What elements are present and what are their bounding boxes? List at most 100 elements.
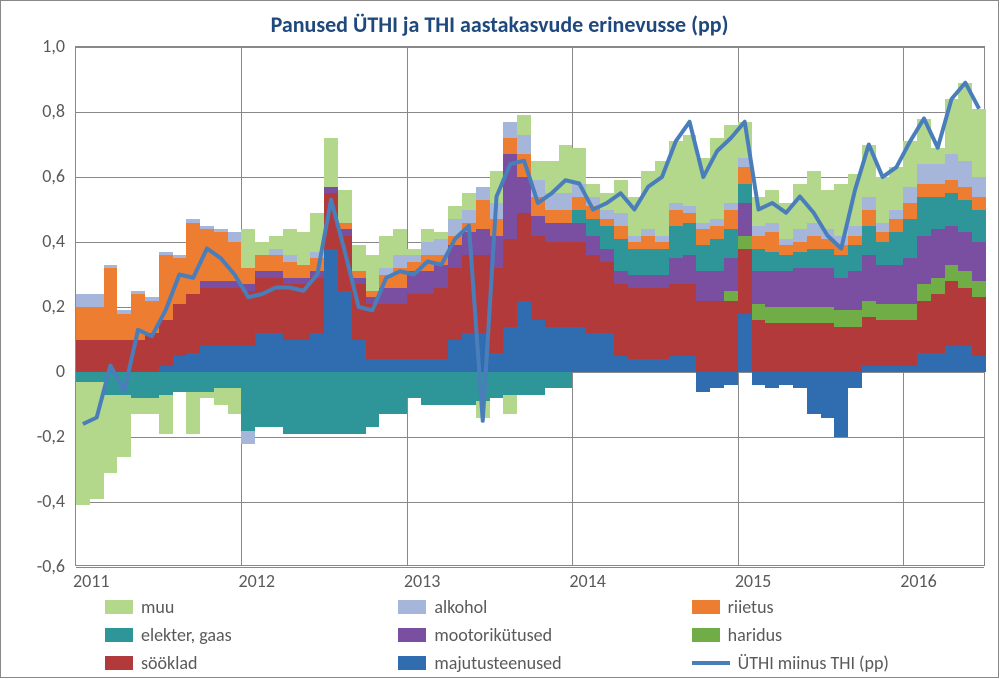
bar-mootorikutused [366,297,380,304]
gridline-h [76,567,984,568]
bar-alkohol [724,203,738,210]
legend-swatch [105,656,133,670]
bar-elekter_gaas [490,372,504,398]
bar-muu [324,138,338,187]
bar-mootorikutused [807,268,821,307]
bar-sooklad [738,249,752,314]
bar-muu [945,99,959,154]
bar-muu [131,398,145,414]
bar-riietus [448,236,462,246]
bar-elekter_gaas [407,372,421,398]
bar-elekter_gaas [338,372,352,434]
bar-sooklad [104,340,118,373]
bar-majutusteenused [462,333,476,372]
bar-alkohol [655,236,669,243]
y-tick-label: 0,2 [1,295,65,317]
bar-majutusteenused [352,340,366,373]
bar-majutusteenused [531,320,545,372]
bar-majutusteenused [297,340,311,373]
bar-sooklad [807,323,821,372]
bar-mootorikutused [683,255,697,284]
bar-elekter_gaas [145,372,159,398]
bar-riietus [600,219,614,226]
bar-majutusteenused [917,353,931,373]
bar-majutusteenused [931,353,945,373]
bar-alkohol [117,310,131,313]
bar-muu [696,158,710,223]
legend: muualkoholriietuselekter, gaasmootoriküt… [105,596,985,674]
bar-muu [903,141,917,187]
y-tick-label: 0,8 [1,100,65,122]
bar-haridus [862,301,876,317]
bar-majutusteenused [628,359,642,372]
legend-item-riietus: riietus [692,596,985,618]
bar-majutusteenused [848,372,862,388]
bar-sooklad [917,301,931,353]
legend-swatch [398,600,426,614]
bar-alkohol [173,255,187,258]
bar-sooklad [903,320,917,366]
bar-mootorikutused [931,229,945,278]
bar-riietus [586,206,600,219]
bar-sooklad [696,301,710,373]
bar-riietus [752,236,766,249]
bar-mootorikutused [310,271,324,278]
bar-haridus [834,310,848,326]
bar-riietus [104,268,118,340]
bar-sooklad [503,239,517,327]
bar-alkohol [834,236,848,246]
bar-sooklad [200,288,214,347]
bar-muu [600,193,614,209]
bar-muu [586,184,600,197]
bar-mootorikutused [614,271,628,284]
plot-area [75,46,985,566]
bar-muu [228,388,242,414]
bar-muu [338,190,352,223]
bar-elekter_gaas [600,226,614,249]
bar-mootorikutused [848,271,862,310]
bar-haridus [807,307,821,323]
bar-haridus [876,304,890,320]
bar-elekter_gaas [917,197,931,236]
bar-mootorikutused [379,288,393,304]
bar-elekter_gaas [76,372,90,382]
bar-muu [200,392,214,399]
bar-haridus [738,236,752,249]
bar-mootorikutused [765,271,779,307]
bar-sooklad [848,327,862,373]
bar-riietus [889,219,903,232]
bar-mootorikutused [738,203,752,236]
bar-majutusteenused [393,359,407,372]
bar-elekter_gaas [531,372,545,395]
bar-sooklad [297,284,311,339]
bar-riietus [186,223,200,295]
bar-elekter_gaas [434,372,448,405]
bar-elekter_gaas [696,245,710,271]
bar-majutusteenused [958,346,972,372]
bar-alkohol [958,161,972,187]
bar-muu [848,174,862,226]
bar-muu [545,161,559,194]
bar-muu [517,115,531,135]
bar-riietus [531,197,545,217]
bar-alkohol [862,197,876,210]
y-tick-label: 0,4 [1,230,65,252]
bar-haridus [779,307,793,323]
bar-elekter_gaas [848,245,862,271]
bar-haridus [958,271,972,287]
y-tick-label: 0,6 [1,165,65,187]
bar-elekter_gaas [862,226,876,255]
bar-mootorikutused [945,226,959,265]
bar-sooklad [655,288,669,360]
bar-muu [310,213,324,252]
bar-riietus [159,255,173,320]
bar-haridus [945,265,959,281]
legend-item-sooklad: sööklad [105,652,398,674]
bar-elekter_gaas [724,229,738,258]
bar-majutusteenused [228,346,242,372]
bar-majutusteenused [503,327,517,373]
bar-muu [407,249,421,256]
bar-riietus [628,242,642,249]
bar-riietus [903,203,917,219]
bar-alkohol [159,252,173,255]
